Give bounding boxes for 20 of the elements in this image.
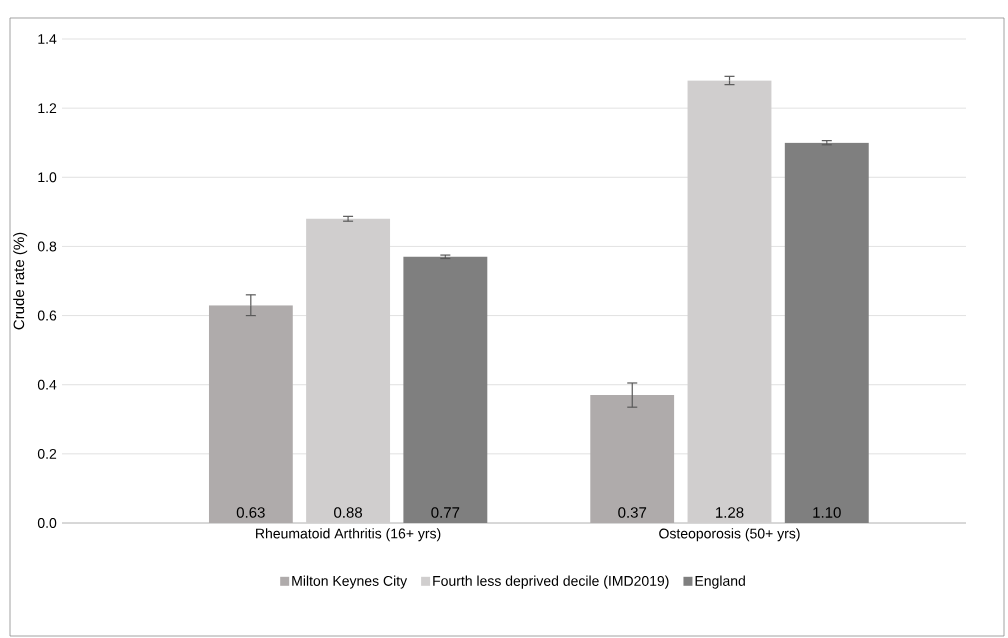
y-axis-title: Crude rate (%) — [13, 232, 28, 330]
legend-label: Fourth less deprived decile (IMD2019) — [433, 575, 669, 589]
data-label: 0.88 — [334, 507, 363, 518]
y-tick-label: 0.8 — [37, 241, 57, 252]
y-tick-label: 1.0 — [38, 172, 57, 183]
data-label: 1.28 — [716, 507, 744, 518]
y-tick-label: 1.2 — [38, 103, 57, 114]
data-label: 0.63 — [236, 507, 265, 518]
legend-label: Milton Keynes City — [292, 575, 408, 589]
y-tick-label: 1.4 — [38, 34, 57, 44]
data-label: 1.10 — [813, 507, 841, 518]
data-label: 0.77 — [431, 507, 460, 518]
legend-label: England — [695, 575, 745, 589]
y-tick-label: 0.2 — [37, 448, 57, 459]
y-tick-label: 0.0 — [37, 518, 57, 528]
data-label: 0.37 — [618, 507, 647, 518]
y-tick-label: 0.6 — [37, 310, 57, 321]
x-tick-label: Rheumatoid Arthritis (16+ yrs) — [256, 528, 441, 542]
x-tick-label: Osteoporosis (50+ yrs) — [659, 528, 800, 542]
y-tick-label: 0.4 — [37, 379, 57, 390]
